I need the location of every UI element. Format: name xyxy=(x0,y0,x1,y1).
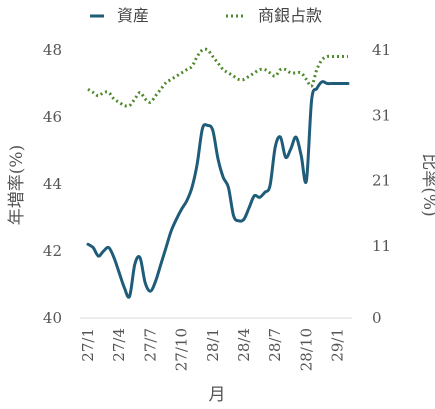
y-axis-left-ticks: 40 42 44 46 48 xyxy=(43,41,62,327)
y-axis-right-title: 比率(%) xyxy=(419,153,435,216)
y-left-tick-label: 44 xyxy=(43,175,62,193)
x-tick-label: 27/1 xyxy=(79,328,97,362)
x-tick-label: 27/10 xyxy=(173,328,191,371)
y-left-tick-label: 42 xyxy=(43,242,62,260)
x-tick-label: 27/4 xyxy=(110,328,128,362)
y-left-tick-label: 46 xyxy=(43,108,62,126)
y-left-tick-label: 40 xyxy=(43,309,62,327)
x-tick-label: 28/7 xyxy=(266,328,284,362)
series-line-assets xyxy=(86,80,350,299)
legend-label-assets: 資産 xyxy=(117,6,149,25)
x-tick-label: 27/7 xyxy=(141,328,159,362)
y-right-tick-label: 21 xyxy=(372,172,391,190)
y-axis-left-title: 年増率(%) xyxy=(7,145,27,225)
legend-label-bank-share: 商銀占款 xyxy=(258,6,322,25)
y-right-tick-label: 31 xyxy=(372,106,391,124)
series-line-bank-share xyxy=(87,47,349,108)
x-tick-label: 29/1 xyxy=(329,328,347,362)
y-axis-right-ticks: 0 11 21 31 41 xyxy=(372,41,391,327)
x-tick-label: 28/4 xyxy=(235,328,253,362)
y-right-tick-label: 41 xyxy=(372,41,391,59)
x-tick-label: 28/10 xyxy=(297,328,315,371)
y-right-tick-label: 11 xyxy=(372,237,391,255)
x-axis-title: 月 xyxy=(209,385,226,405)
y-right-tick-label: 0 xyxy=(372,309,382,327)
x-axis-ticks: 27/1 27/4 27/7 27/10 28/1 28/4 28/7 28/10 29/1 xyxy=(79,328,347,371)
y-left-tick-label: 48 xyxy=(43,41,62,59)
x-tick-label: 28/1 xyxy=(204,328,222,362)
series-layer xyxy=(86,47,350,299)
legend: 資産 商銀占款 xyxy=(90,6,322,25)
